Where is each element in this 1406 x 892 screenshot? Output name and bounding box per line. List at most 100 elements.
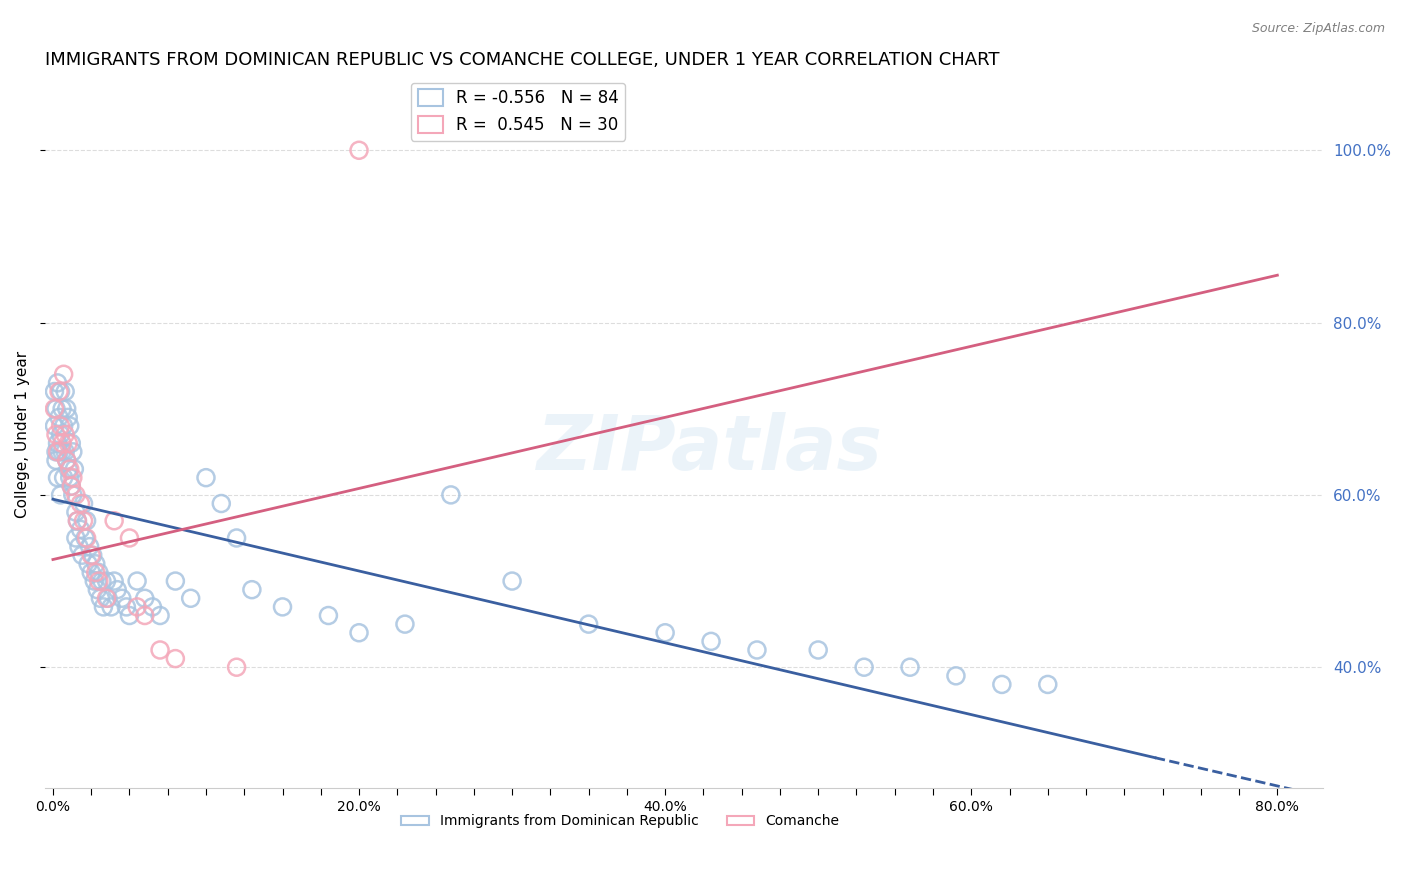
Point xyxy=(51,401,73,416)
Point xyxy=(86,582,108,597)
Point xyxy=(440,488,463,502)
Point xyxy=(60,436,83,450)
Point xyxy=(44,401,66,416)
Point xyxy=(149,608,172,623)
Point xyxy=(60,479,83,493)
Point xyxy=(149,643,172,657)
Point xyxy=(105,582,128,597)
Point xyxy=(52,471,75,485)
Point xyxy=(49,488,72,502)
Point xyxy=(853,660,876,674)
Point xyxy=(96,574,118,588)
Point xyxy=(55,401,77,416)
Point xyxy=(97,591,120,606)
Point xyxy=(180,591,202,606)
Point xyxy=(134,608,156,623)
Point xyxy=(578,617,600,632)
Legend: Immigrants from Dominican Republic, Comanche: Immigrants from Dominican Republic, Coma… xyxy=(395,809,845,834)
Point xyxy=(75,531,97,545)
Point xyxy=(77,557,100,571)
Point xyxy=(52,368,75,382)
Text: ZIPatlas: ZIPatlas xyxy=(537,412,883,486)
Point xyxy=(347,625,370,640)
Point xyxy=(93,599,115,614)
Point xyxy=(59,462,82,476)
Point xyxy=(48,445,70,459)
Point xyxy=(225,531,247,545)
Point xyxy=(79,540,101,554)
Point xyxy=(60,479,83,493)
Point xyxy=(58,462,80,476)
Point xyxy=(347,143,370,157)
Point xyxy=(45,445,67,459)
Point xyxy=(118,608,141,623)
Point xyxy=(48,384,70,399)
Point xyxy=(51,445,73,459)
Point xyxy=(83,574,105,588)
Point xyxy=(654,625,676,640)
Point xyxy=(103,514,125,528)
Point xyxy=(96,591,118,606)
Point xyxy=(58,436,80,450)
Point xyxy=(67,540,90,554)
Point xyxy=(48,410,70,425)
Point xyxy=(127,574,149,588)
Point xyxy=(58,410,80,425)
Point xyxy=(49,419,72,434)
Point xyxy=(66,514,89,528)
Point xyxy=(72,496,94,510)
Point xyxy=(65,505,87,519)
Point xyxy=(90,574,112,588)
Point xyxy=(165,574,187,588)
Point xyxy=(45,401,67,416)
Point xyxy=(80,548,103,562)
Text: Source: ZipAtlas.com: Source: ZipAtlas.com xyxy=(1251,22,1385,36)
Point xyxy=(70,548,93,562)
Point xyxy=(111,591,134,606)
Point xyxy=(55,453,77,467)
Point xyxy=(53,427,76,442)
Point xyxy=(945,669,967,683)
Point xyxy=(63,462,86,476)
Point xyxy=(225,660,247,674)
Point xyxy=(1036,677,1059,691)
Point xyxy=(209,496,232,510)
Point xyxy=(46,376,69,390)
Point xyxy=(195,471,218,485)
Point xyxy=(49,384,72,399)
Point xyxy=(44,419,66,434)
Point xyxy=(62,488,84,502)
Point xyxy=(46,471,69,485)
Point xyxy=(82,548,104,562)
Point xyxy=(55,453,77,467)
Point xyxy=(65,531,87,545)
Point xyxy=(51,436,73,450)
Point xyxy=(87,566,110,580)
Point xyxy=(700,634,723,648)
Point xyxy=(501,574,523,588)
Point xyxy=(53,384,76,399)
Point xyxy=(240,582,263,597)
Point xyxy=(115,599,138,614)
Point xyxy=(141,599,163,614)
Point xyxy=(69,496,91,510)
Point xyxy=(59,471,82,485)
Point xyxy=(49,427,72,442)
Point xyxy=(52,419,75,434)
Point xyxy=(127,599,149,614)
Point xyxy=(84,557,107,571)
Point xyxy=(69,522,91,536)
Point xyxy=(103,574,125,588)
Point xyxy=(59,419,82,434)
Y-axis label: College, Under 1 year: College, Under 1 year xyxy=(15,351,30,518)
Point xyxy=(991,677,1014,691)
Point xyxy=(118,531,141,545)
Point xyxy=(165,651,187,665)
Point xyxy=(394,617,416,632)
Point xyxy=(89,591,111,606)
Point xyxy=(46,436,69,450)
Point xyxy=(84,566,107,580)
Point xyxy=(898,660,921,674)
Point xyxy=(271,599,294,614)
Point xyxy=(80,566,103,580)
